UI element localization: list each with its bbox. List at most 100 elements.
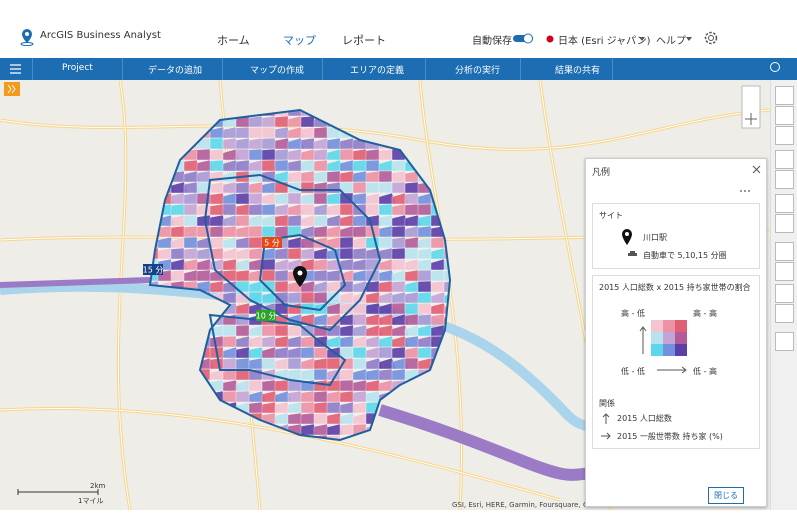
settings[interactable]: [703, 30, 719, 46]
area-unit: [261, 269, 276, 282]
area-unit: [248, 126, 263, 139]
autosave-toggle[interactable]: [512, 33, 534, 44]
tool-button[interactable]: [775, 242, 794, 261]
area-unit: [248, 379, 263, 392]
area-unit: [365, 203, 380, 216]
area-unit: [222, 225, 238, 238]
area-unit: [326, 137, 343, 150]
tool-button[interactable]: [775, 86, 794, 105]
nav-report[interactable]: レポート: [342, 34, 386, 47]
area-unit: [287, 247, 302, 260]
area-unit: [404, 313, 420, 326]
area-unit: [274, 247, 290, 260]
area-unit: [313, 368, 328, 381]
area-unit: [274, 115, 290, 128]
nav-map[interactable]: マップ: [283, 34, 316, 47]
expand-icon: [7, 84, 16, 94]
area-unit: [261, 137, 276, 150]
expressway: [378, 404, 601, 481]
area-unit: [300, 115, 316, 128]
area-unit: [326, 170, 342, 183]
area-unit: [313, 346, 329, 359]
area-unit: [261, 159, 276, 172]
corner-label: 高 - 高: [693, 309, 717, 318]
toolbar-item[interactable]: Project: [62, 63, 93, 73]
area-unit: [430, 269, 446, 282]
area-unit: [339, 247, 354, 260]
area-unit: [274, 225, 290, 238]
tool-button[interactable]: [775, 150, 794, 169]
help[interactable]: ヘルプ: [656, 36, 686, 47]
tool-button[interactable]: [775, 284, 794, 303]
area-unit: [261, 148, 277, 161]
toolbar-item[interactable]: エリアの定義: [350, 66, 405, 76]
area-unit: [417, 346, 433, 359]
toolbar-item[interactable]: 分析の実行: [455, 66, 501, 76]
tool-button[interactable]: [775, 126, 794, 145]
area-unit: [313, 170, 330, 183]
area-unit: [261, 225, 276, 238]
area-unit: [261, 357, 276, 370]
logo: [20, 29, 34, 46]
corner-label: 低 - 高: [693, 367, 717, 376]
area-unit: [352, 214, 368, 227]
area-unit: [391, 225, 406, 238]
relationship: 2015 人口総数: [617, 414, 672, 423]
toolbar-item[interactable]: データの追加: [148, 66, 203, 76]
region[interactable]: 日本 (Esri ジャパン): [558, 36, 651, 47]
area-unit: [274, 214, 290, 227]
area-unit: [274, 159, 289, 172]
tool-button[interactable]: [775, 332, 794, 351]
separator: [32, 58, 33, 80]
area-unit: [222, 390, 237, 403]
area-unit: [170, 247, 186, 260]
relationship-heading: 関係: [599, 399, 615, 408]
area-unit: [378, 346, 393, 359]
area-unit: [196, 203, 212, 216]
area-unit: [391, 346, 407, 359]
drive-time-label: 5 分: [264, 239, 280, 248]
area-unit: [339, 423, 355, 436]
close-icon[interactable]: [752, 165, 761, 174]
tool-button[interactable]: [775, 194, 794, 213]
area-unit: [365, 159, 380, 172]
more[interactable]: [739, 189, 751, 193]
area-unit: [378, 368, 394, 381]
tool-button[interactable]: [775, 304, 794, 323]
area-unit: [287, 357, 302, 370]
area-unit: [235, 269, 251, 282]
menu[interactable]: [10, 64, 21, 74]
area-unit: [352, 225, 368, 238]
area-unit: [248, 225, 263, 238]
area-unit: [417, 203, 432, 216]
area-unit: [300, 368, 317, 381]
area-unit: [430, 313, 447, 326]
legend-panel: 凡例 サイト 川口駅 自動車で 5,10,15 分圏 2015 人口総数 x 2…: [585, 158, 767, 507]
tool-button[interactable]: [775, 170, 794, 189]
header: ArcGIS Business Analyst ホーム マップ レポート 自動保…: [0, 0, 797, 58]
tool-button[interactable]: [775, 106, 794, 125]
area-unit: [352, 390, 368, 403]
area-unit: [287, 214, 303, 227]
nav-home[interactable]: ホーム: [217, 34, 250, 47]
close-button[interactable]: 閉じる: [708, 487, 744, 504]
area-unit: [352, 159, 368, 172]
drive-time-badge: [143, 264, 163, 275]
area-unit: [287, 291, 303, 304]
area-unit: [235, 214, 251, 227]
tool-button[interactable]: [775, 262, 794, 281]
toolbar-item[interactable]: 結果の共有: [555, 66, 601, 76]
area-unit: [209, 236, 225, 249]
area-unit: [287, 324, 303, 337]
area-unit: [352, 313, 367, 326]
scale-km: 2km: [90, 482, 106, 490]
area-unit: [183, 214, 198, 227]
tool-button[interactable]: [775, 214, 794, 233]
separator: [322, 58, 323, 80]
scale-bar: [17, 489, 99, 495]
area-unit: [391, 236, 407, 249]
toolbar: Project データの追加 マップの作成 エリアの定義 分析の実行 結果の共有: [0, 58, 797, 80]
toolbar-item[interactable]: マップの作成: [250, 66, 305, 76]
area-unit: [183, 225, 199, 238]
area-unit: [365, 170, 382, 183]
